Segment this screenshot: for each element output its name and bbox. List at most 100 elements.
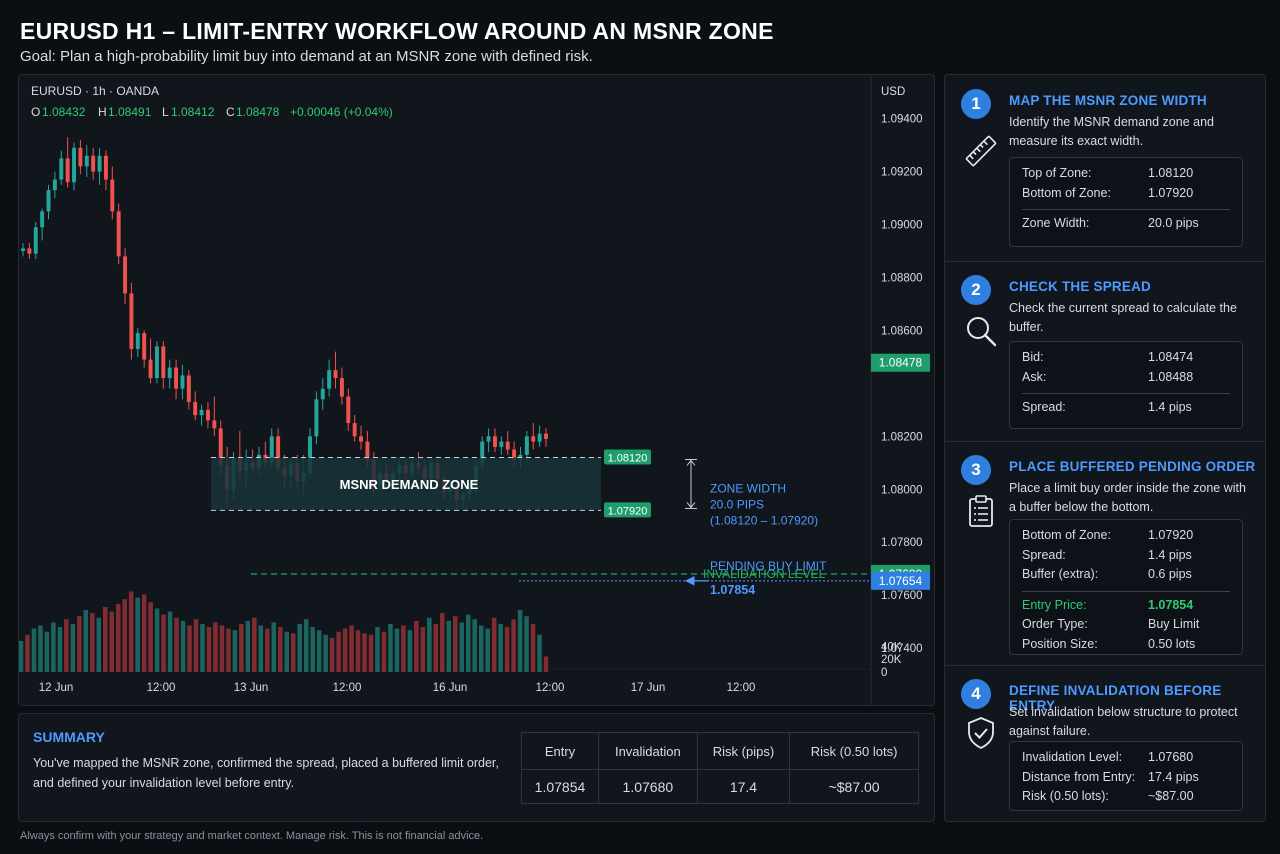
y-tick-label: 1.09200 bbox=[881, 167, 923, 179]
candle-body bbox=[27, 248, 32, 254]
detail-label: Bottom of Zone: bbox=[1022, 528, 1111, 542]
volume-bar bbox=[297, 623, 302, 672]
summary-value-cell: 1.07854 bbox=[521, 769, 599, 804]
step-number: 4 bbox=[961, 679, 991, 709]
step-2: 2 CHECK THE SPREAD Check the current spr… bbox=[945, 261, 1265, 442]
volume-bar bbox=[265, 628, 270, 672]
candle-body bbox=[544, 433, 548, 439]
volume-bar bbox=[342, 628, 348, 672]
candle-body bbox=[499, 441, 504, 447]
summary-value-row: 1.07854 1.07680 17.4 ~$87.00 bbox=[521, 769, 919, 804]
candle-body bbox=[218, 428, 223, 466]
summary-text: You've mapped the MSNR zone, confirmed t… bbox=[33, 756, 499, 790]
volume-bar bbox=[388, 623, 393, 672]
invalidation-label: INVALIDATION LEVEL bbox=[703, 567, 826, 581]
volume-bar bbox=[290, 633, 296, 672]
step-number: 2 bbox=[961, 275, 991, 305]
detail-row: Ask: 1.08488 bbox=[1022, 368, 1230, 388]
y-tick-label: 1.09000 bbox=[881, 220, 923, 232]
y-tick-label: 1.07800 bbox=[881, 537, 923, 549]
volume-bar bbox=[271, 622, 277, 672]
summary-header-cell: Risk (0.50 lots) bbox=[789, 732, 919, 770]
volume-bar bbox=[524, 616, 529, 672]
candle-body bbox=[103, 155, 108, 180]
volume-bar bbox=[491, 617, 497, 672]
volume-bar bbox=[252, 617, 257, 672]
candle-body bbox=[142, 333, 147, 360]
volume-bar bbox=[465, 614, 471, 672]
volume-bar bbox=[25, 634, 30, 672]
candle-body bbox=[91, 155, 96, 172]
detail-value: ~$87.00 bbox=[1148, 789, 1194, 803]
detail-label: Spread: bbox=[1022, 547, 1066, 562]
volume-tick-label: 40K bbox=[881, 641, 902, 653]
x-tick-label: 12:00 bbox=[333, 682, 362, 694]
y-tick-label: 1.07400 bbox=[881, 643, 923, 655]
step-title: PLACE BUFFERED PENDING ORDER bbox=[1009, 459, 1256, 474]
volume-bar bbox=[154, 608, 160, 672]
volume-bar bbox=[141, 594, 147, 672]
detail-value: 1.08474 bbox=[1148, 350, 1194, 364]
detail-value: 0.6 pips bbox=[1148, 567, 1192, 581]
page-title: EURUSD H1 – LIMIT-ENTRY WORKFLOW AROUND … bbox=[20, 18, 774, 44]
detail-value: 1.07920 bbox=[1148, 185, 1194, 200]
step-title: MAP THE MSNR ZONE WIDTH bbox=[1009, 93, 1207, 108]
volume-bar bbox=[329, 637, 335, 672]
candle-body bbox=[135, 333, 140, 349]
volume-bar bbox=[511, 619, 516, 672]
current-price-tag bbox=[871, 353, 930, 372]
candle-body bbox=[129, 293, 134, 349]
volume-bar bbox=[303, 619, 309, 672]
zone-width-title: ZONE WIDTH bbox=[710, 481, 786, 495]
volume-bar bbox=[174, 617, 179, 672]
volume-bar bbox=[51, 622, 56, 672]
zone-top-price: 1.08120 bbox=[608, 452, 648, 464]
detail-value: 17.4 pips bbox=[1148, 769, 1199, 784]
candle-body bbox=[314, 399, 319, 437]
summary-header-row: Entry Invalidation Risk (pips) Risk (0.5… bbox=[521, 732, 919, 770]
detail-label: Buffer (extra): bbox=[1022, 567, 1099, 581]
detail-label: Top of Zone: bbox=[1022, 166, 1092, 180]
volume-bar bbox=[414, 620, 419, 672]
candle-body bbox=[359, 436, 364, 442]
y-tick-label: 1.08800 bbox=[881, 273, 923, 285]
candle-body bbox=[33, 227, 38, 254]
volume-bar bbox=[193, 619, 199, 672]
candle-body bbox=[78, 147, 83, 167]
detail-label: Invalidation Level: bbox=[1022, 750, 1123, 764]
step-title: CHECK THE SPREAD bbox=[1009, 279, 1151, 294]
detail-label: Entry Price: bbox=[1022, 597, 1087, 612]
detail-row: Position Size: 0.50 lots bbox=[1022, 635, 1230, 655]
pending-label: PENDING BUY LIMIT bbox=[710, 559, 827, 573]
volume-bar bbox=[44, 631, 50, 672]
detail-value: 1.07920 bbox=[1148, 528, 1194, 542]
volume-bar bbox=[310, 627, 315, 672]
detail-value: 0.50 lots bbox=[1148, 636, 1196, 651]
ohlc-open: 1.08432 bbox=[42, 105, 86, 119]
clipboard-icon bbox=[969, 495, 993, 527]
candle-body bbox=[148, 359, 153, 379]
volume-bar bbox=[368, 634, 374, 672]
arrow-down-icon bbox=[686, 502, 696, 509]
chart-panel[interactable]: MSNR DEMAND ZONE 1.08120 1.07920 ZONE WI… bbox=[18, 74, 935, 706]
divider bbox=[1022, 590, 1230, 592]
x-tick-label: 16 Jun bbox=[433, 682, 468, 694]
detail-label: Ask: bbox=[1022, 369, 1047, 384]
candle-body bbox=[97, 155, 102, 172]
detail-row: Invalidation Level: 1.07680 bbox=[1022, 748, 1230, 768]
volume-bar bbox=[362, 633, 367, 672]
disclaimer: Always confirm with your strategy and ma… bbox=[20, 830, 484, 842]
candle-body bbox=[320, 388, 325, 400]
volume-bar bbox=[537, 634, 542, 672]
price-chart[interactable]: MSNR DEMAND ZONE 1.08120 1.07920 ZONE WI… bbox=[18, 75, 934, 705]
volume-bar bbox=[498, 623, 503, 672]
detail-value: 20.0 pips bbox=[1148, 216, 1199, 230]
volume-bar bbox=[355, 630, 361, 672]
step-title: DEFINE INVALIDATION BEFORE ENTRY bbox=[1009, 683, 1222, 713]
candle-body bbox=[537, 433, 542, 442]
detail-value: 1.07680 bbox=[1148, 750, 1194, 764]
x-tick-label: 12:00 bbox=[147, 682, 176, 694]
detail-row: Top of Zone: 1.08120 bbox=[1022, 164, 1230, 184]
candle-body bbox=[480, 441, 485, 466]
candle-body bbox=[65, 158, 70, 183]
